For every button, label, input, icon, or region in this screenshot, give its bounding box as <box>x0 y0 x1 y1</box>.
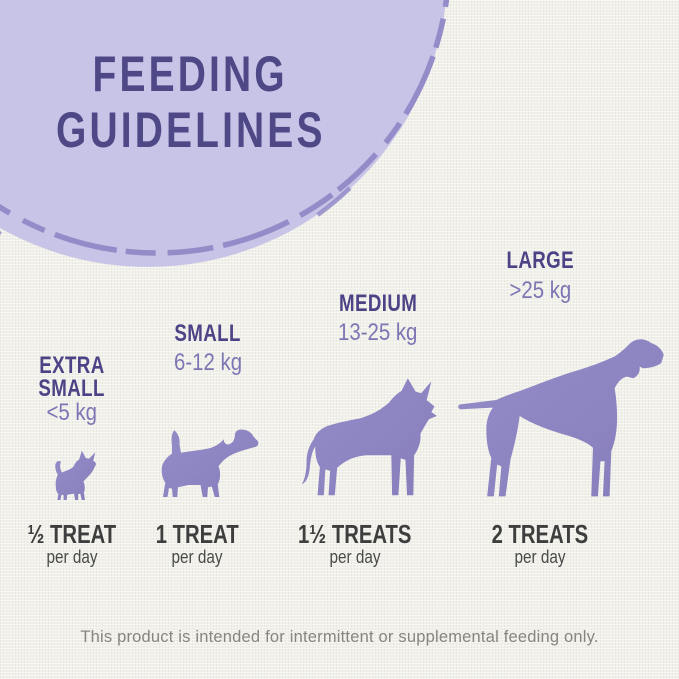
treat-amount: 2 TREATS <box>491 519 589 549</box>
treat-frequency: per day <box>514 547 566 567</box>
title-line-1: FEEDING <box>92 46 289 102</box>
weight-small: 6-12 kg <box>173 349 243 376</box>
title-badge-circle <box>0 0 450 274</box>
disclaimer-text: This product is intended for intermitten… <box>80 628 599 646</box>
treat-small: 1 TREAT per day <box>122 521 272 567</box>
treat-amount: 1½ TREATS <box>298 519 412 549</box>
size-label-extra-small: EXTRA SMALL <box>38 352 106 402</box>
treat-amount: 1 TREAT <box>155 519 239 549</box>
treat-frequency: per day <box>46 547 98 567</box>
treat-frequency: per day <box>171 547 223 567</box>
treat-medium: 1½ TREATS per day <box>280 521 430 567</box>
treat-large: 2 TREATS per day <box>465 521 615 567</box>
size-label-small: SMALL <box>174 320 242 347</box>
weight-extra-small: <5 kg <box>46 399 98 426</box>
beagle-silhouette <box>161 429 259 497</box>
title-line-2: GUIDELINES <box>56 102 326 158</box>
treat-frequency: per day <box>329 547 381 567</box>
weight-large: >25 kg <box>509 277 571 304</box>
treat-extra-small: ½ TREAT per day <box>0 521 147 567</box>
size-label-large: LARGE <box>506 247 574 274</box>
chihuahua-silhouette <box>55 450 96 500</box>
size-label-medium: MEDIUM <box>338 290 418 317</box>
pointer-silhouette <box>458 339 664 497</box>
treat-amount: ½ TREAT <box>27 519 117 549</box>
shepherd-silhouette <box>301 378 437 496</box>
page-title: FEEDING GUIDELINES <box>18 46 363 158</box>
weight-medium: 13-25 kg <box>338 319 418 346</box>
